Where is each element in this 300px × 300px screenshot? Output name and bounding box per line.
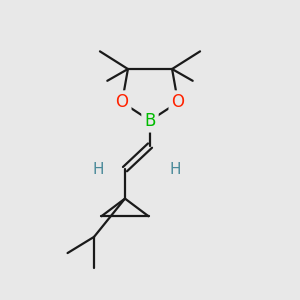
Text: H: H [93, 162, 104, 177]
Text: O: O [116, 93, 128, 111]
Text: O: O [172, 93, 184, 111]
Text: H: H [169, 162, 181, 177]
Text: B: B [144, 112, 156, 130]
